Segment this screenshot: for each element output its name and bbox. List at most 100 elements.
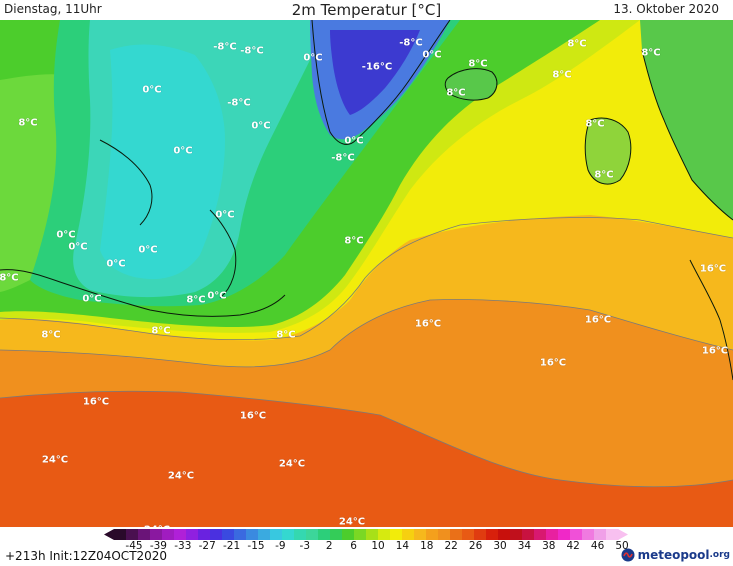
colorbar-tick-label: 22 — [444, 540, 458, 552]
colorbar-segment — [222, 529, 235, 540]
temperature-label: 0°C — [56, 229, 76, 241]
temperature-label: 0°C — [82, 293, 102, 305]
temperature-label: -8°C — [399, 37, 423, 49]
temperature-label: 8°C — [641, 47, 661, 59]
colorbar-segment — [534, 529, 547, 540]
temperature-label: 8°C — [0, 272, 19, 284]
temperature-label: 0°C — [215, 209, 235, 221]
colorbar-segment — [258, 529, 271, 540]
color-scale-bar — [104, 529, 628, 540]
colorbar-segment — [486, 529, 499, 540]
temperature-label: 0°C — [207, 290, 227, 302]
colorbar-tick-label: 18 — [420, 540, 434, 552]
colorbar-segment — [318, 529, 331, 540]
colorbar-segment — [426, 529, 439, 540]
colorbar-segment — [138, 529, 151, 540]
colorbar-segment — [270, 529, 283, 540]
forecast-date: 13. Oktober 2020 — [613, 2, 719, 16]
temperature-label: 24°C — [144, 525, 170, 528]
map-footer: -45 -39 -33 -27 -21 -15 -9 -3 2 6 10 14 18 22 26 30 34 38… — [0, 527, 733, 566]
temperature-label: 0°C — [303, 52, 323, 64]
colorbar-segment — [594, 529, 607, 540]
colorbar-segment — [462, 529, 475, 540]
colorbar-segment — [570, 529, 583, 540]
colorbar-tick-label: -9 — [275, 540, 286, 552]
colorbar-tick-label: 10 — [371, 540, 385, 552]
colorbar-segment — [498, 529, 511, 540]
map-title: 2m Temperatur [°C] — [291, 1, 442, 19]
colorbar-tick-label: 30 — [493, 540, 507, 552]
colorbar-tick-label: 34 — [517, 540, 532, 552]
colorbar-segment — [546, 529, 559, 540]
temperature-label: 24°C — [167, 470, 195, 482]
iceland-land — [445, 68, 497, 101]
colorbar-segment — [558, 529, 571, 540]
temperature-label: 8°C — [446, 87, 466, 99]
temperature-label: 0°C — [251, 120, 271, 132]
temperature-label: 24°C — [278, 458, 306, 470]
temperature-label: 16°C — [701, 345, 729, 357]
temperature-label: 8°C — [276, 329, 296, 341]
temperature-label: 8°C — [594, 169, 614, 181]
colorbar-segment — [342, 529, 355, 540]
coastlines — [0, 20, 733, 381]
colorbar-tick-label: 46 — [590, 540, 605, 552]
colorbar-tick-label: 14 — [395, 540, 410, 552]
colorbar-segment — [366, 529, 379, 540]
brand-tld: .org — [709, 550, 730, 560]
temperature-label: 8°C — [344, 235, 364, 247]
colorbar-segment — [582, 529, 595, 540]
temperature-label: 8°C — [186, 294, 206, 306]
colorbar-segment — [354, 529, 367, 540]
temperature-label: 0°C — [142, 84, 162, 96]
colorbar-tick-label: 42 — [566, 540, 580, 552]
temperature-label: 16°C — [584, 314, 612, 326]
temperature-label: 0°C — [106, 258, 126, 270]
temperature-label: 0°C — [138, 244, 158, 256]
colorbar-tick-label: -15 — [247, 540, 265, 552]
temperature-label: -8°C — [331, 152, 355, 164]
colorbar-tick-label: 26 — [468, 540, 483, 552]
temperature-label: -8°C — [227, 97, 251, 109]
colorbar-segment — [474, 529, 487, 540]
colorbar-tick-label: -45 — [125, 540, 143, 552]
temperature-label: 16°C — [82, 396, 110, 408]
isotherm-lines — [0, 217, 733, 488]
temperature-map: -8°C -8°C -8°C 8°C 0°C -16°C 0°C 8°C 8°C 8°C 0°C -8… — [0, 20, 733, 527]
greenland-coldest-zone — [330, 30, 420, 115]
model-run-info: +213h Init:12Z04OCT2020 — [5, 549, 168, 563]
colorbar-segment — [246, 529, 259, 540]
temperature-label: -8°C — [213, 41, 237, 53]
temperature-label: 8°C — [468, 58, 488, 70]
temperature-label: 8°C — [151, 325, 171, 337]
colorbar-segment — [522, 529, 535, 540]
colorbar-segment — [330, 529, 343, 540]
temperature-label: 16°C — [699, 263, 727, 275]
colorbar-tick-label: -33 — [174, 540, 192, 552]
temperature-label: 16°C — [414, 318, 442, 330]
map-canvas — [0, 20, 733, 527]
temperature-label: 0°C — [173, 145, 193, 157]
temperature-label: 16°C — [239, 410, 267, 422]
british-isles-land — [585, 118, 631, 185]
meteopool-logo-icon — [621, 548, 635, 562]
map-header: Dienstag, 11Uhr 2m Temperatur [°C] 13. O… — [0, 0, 733, 20]
colorbar-segment — [150, 529, 163, 540]
temperature-label: 16°C — [539, 357, 567, 369]
colorbar-segment — [510, 529, 523, 540]
temperature-label: 24°C — [41, 454, 69, 466]
temperature-label: 0°C — [344, 135, 364, 147]
color-scale-ticks: -45 -39 -33 -27 -21 -15 -9 -3 2 6 10 14 18 22 26 30 34 38… — [104, 540, 628, 554]
colorbar-segment — [162, 529, 175, 540]
colorbar-segment — [234, 529, 247, 540]
colorbar-tick-label: 6 — [350, 540, 357, 552]
brand-logo[interactable]: meteopool .org — [621, 547, 730, 563]
scandinavia-land — [640, 20, 733, 220]
colorbar-tick-label: -3 — [299, 540, 311, 552]
colorbar-segment — [282, 529, 295, 540]
colorbar-segment — [114, 529, 127, 540]
temperature-label: -16°C — [361, 61, 393, 73]
temperature-label: 24°C — [338, 516, 366, 528]
colorbar-segment — [438, 529, 451, 540]
forecast-day-time: Dienstag, 11Uhr — [4, 2, 102, 16]
